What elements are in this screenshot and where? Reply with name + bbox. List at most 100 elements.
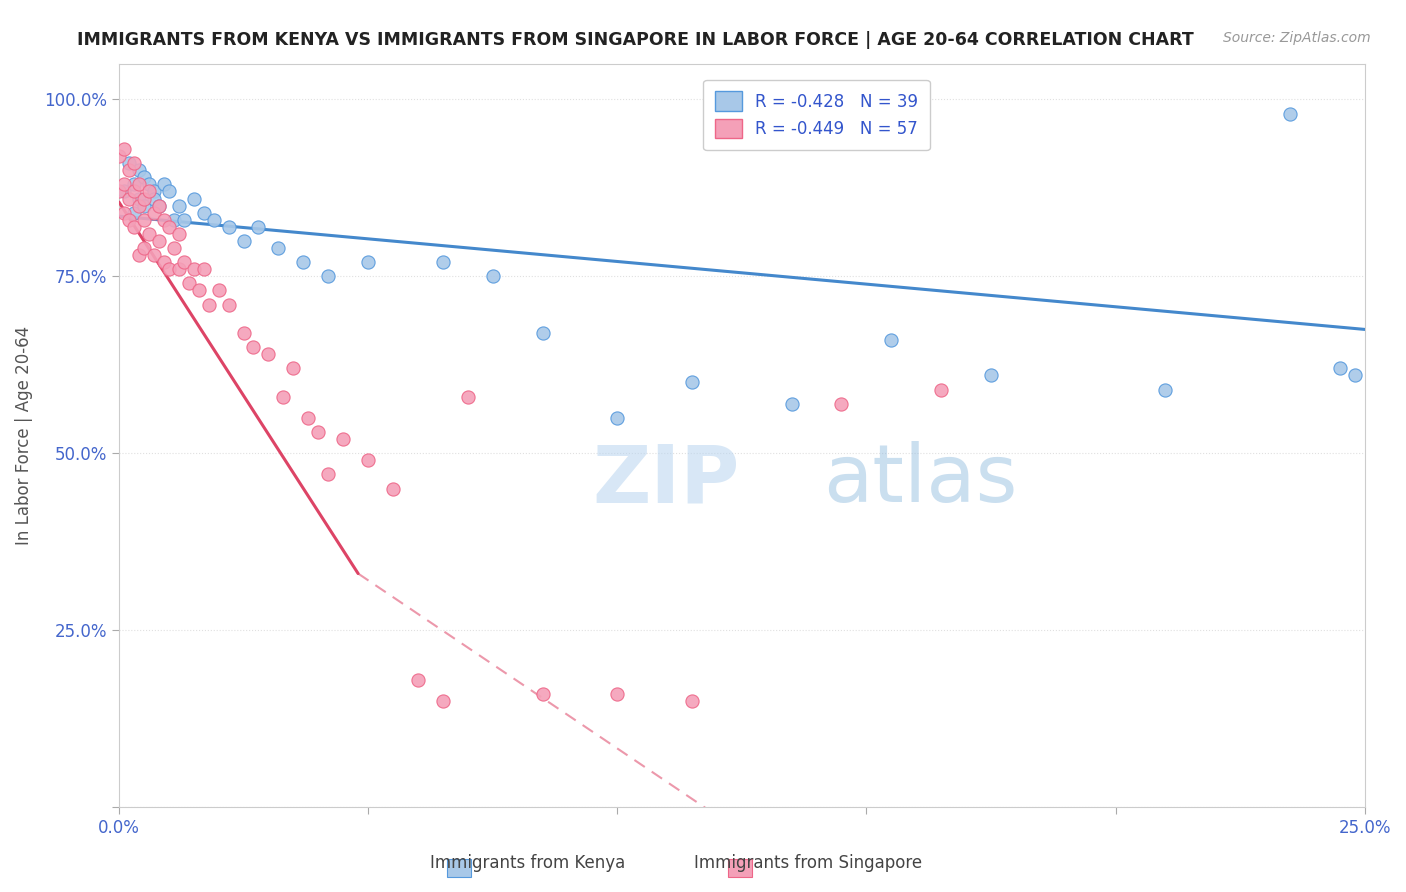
Point [880,333,903,347]
Text: IMMIGRANTS FROM KENYA VS IMMIGRANTS FROM SINGAPORE IN LABOR FORCE | AGE 20-64 CO: IMMIGRANTS FROM KENYA VS IMMIGRANTS FROM… [77,31,1194,49]
Point [128,248,150,262]
Point [138,185,160,199]
Point [1344,368,1367,383]
Point [316,269,339,284]
Point [128,192,150,206]
Point [132,212,155,227]
Point [173,212,195,227]
Point [242,340,264,354]
Point [152,255,174,269]
Point [1329,361,1351,376]
Text: Immigrants from Singapore: Immigrants from Singapore [695,855,922,872]
Point [831,397,853,411]
Point [148,198,170,212]
Point [128,178,150,192]
Point [531,687,554,701]
Point [142,192,165,206]
Point [157,219,180,234]
Point [681,694,703,708]
Point [132,198,155,212]
Point [138,227,160,241]
Text: Immigrants from Kenya: Immigrants from Kenya [430,855,624,872]
Point [118,192,141,206]
Point [142,248,165,262]
Point [332,432,354,446]
Text: Source: ZipAtlas.com: Source: ZipAtlas.com [1223,31,1371,45]
Point [122,156,145,170]
Text: atlas: atlas [823,442,1017,519]
Point [432,694,454,708]
Point [292,255,315,269]
Point [218,219,240,234]
Point [118,212,141,227]
Point [531,326,554,340]
Point [307,425,329,439]
Point [273,390,295,404]
Point [157,185,180,199]
Point [108,185,131,199]
Point [232,234,254,248]
Point [167,262,190,277]
Point [118,163,141,178]
Point [606,410,628,425]
Point [432,255,454,269]
Point [138,178,160,192]
Point [193,205,215,219]
Point [1278,106,1301,120]
Point [132,241,155,255]
Point [457,390,479,404]
Point [122,178,145,192]
Point [283,361,305,376]
Point [112,178,135,192]
Point [197,298,219,312]
Point [193,262,215,277]
Point [232,326,254,340]
Point [406,673,429,687]
Point [247,219,270,234]
Point [257,347,280,361]
Point [218,298,240,312]
Point [112,142,135,156]
Point [152,178,174,192]
Point [177,277,200,291]
Point [980,368,1002,383]
Point [481,269,503,284]
Point [173,255,195,269]
Point [118,156,141,170]
Point [780,397,803,411]
Point [128,198,150,212]
Point [183,192,205,206]
Point [357,453,380,467]
Point [157,262,180,277]
Legend: R = -0.428   N = 39, R = -0.449   N = 57: R = -0.428 N = 39, R = -0.449 N = 57 [703,79,929,150]
Point [128,163,150,178]
Point [316,467,339,482]
Point [148,234,170,248]
Point [183,262,205,277]
Point [142,185,165,199]
Point [163,212,186,227]
Point [112,205,135,219]
Point [132,170,155,185]
Point [1154,383,1177,397]
Point [202,212,225,227]
Point [606,687,628,701]
Point [297,410,319,425]
Point [108,149,131,163]
Point [681,376,703,390]
Point [152,212,174,227]
Point [382,482,405,496]
Point [112,185,135,199]
Point [122,205,145,219]
Point [357,255,380,269]
Point [122,219,145,234]
Point [167,198,190,212]
Point [167,227,190,241]
Point [929,383,952,397]
Point [267,241,290,255]
Point [187,284,209,298]
Point [132,192,155,206]
Point [142,205,165,219]
Point [207,284,229,298]
Text: ZIP: ZIP [592,442,740,519]
